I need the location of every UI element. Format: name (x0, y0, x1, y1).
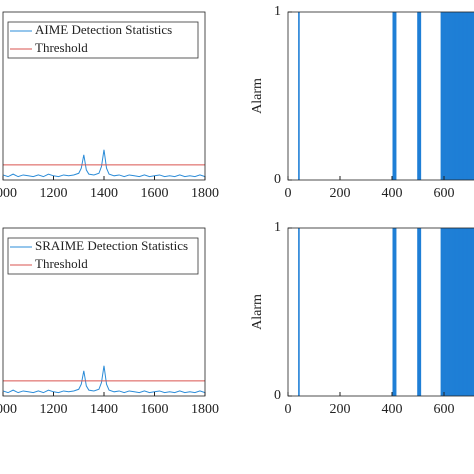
x-tick-label: 0 (285, 402, 292, 417)
x-tick-label: 400 (382, 186, 403, 201)
legend-box (7, 21, 199, 59)
x-tick-label: 400 (382, 402, 403, 417)
x-tick-label: 600 (434, 402, 455, 417)
series-line (2, 365, 206, 394)
legend-label: SRAIME Detection Statistics (35, 238, 188, 253)
x-tick-label: 600 (434, 186, 455, 201)
legend-label: AIME Detection Statistics (35, 22, 172, 37)
y-tick-label: 1 (274, 220, 281, 235)
y-tick-label: 0 (274, 172, 281, 187)
x-tick-label: 1400 (90, 186, 118, 201)
x-tick-label: 1200 (40, 402, 68, 417)
x-tick-label: 1800 (191, 402, 219, 417)
x-tick-label: 1000 (0, 186, 17, 201)
x-tick-label: 200 (330, 402, 351, 417)
x-tick-label: 200 (330, 186, 351, 201)
legend-label: Threshold (35, 256, 88, 271)
x-tick-label: 0 (285, 186, 292, 201)
y-tick-label: 0 (274, 388, 281, 403)
x-tick-label: 1000 (0, 402, 17, 417)
x-tick-label: 1400 (90, 402, 118, 417)
x-tick-label: 1600 (141, 402, 169, 417)
y-tick-label: 1 (274, 4, 281, 19)
x-tick-label: 1200 (40, 186, 68, 201)
x-tick-label: 1800 (191, 186, 219, 201)
legend-box (7, 237, 199, 275)
y-axis-label: Alarm (250, 294, 265, 330)
x-tick-label: 1600 (141, 186, 169, 201)
series-line (2, 149, 206, 178)
y-axis-label: Alarm (250, 78, 265, 114)
legend-label: Threshold (35, 40, 88, 55)
